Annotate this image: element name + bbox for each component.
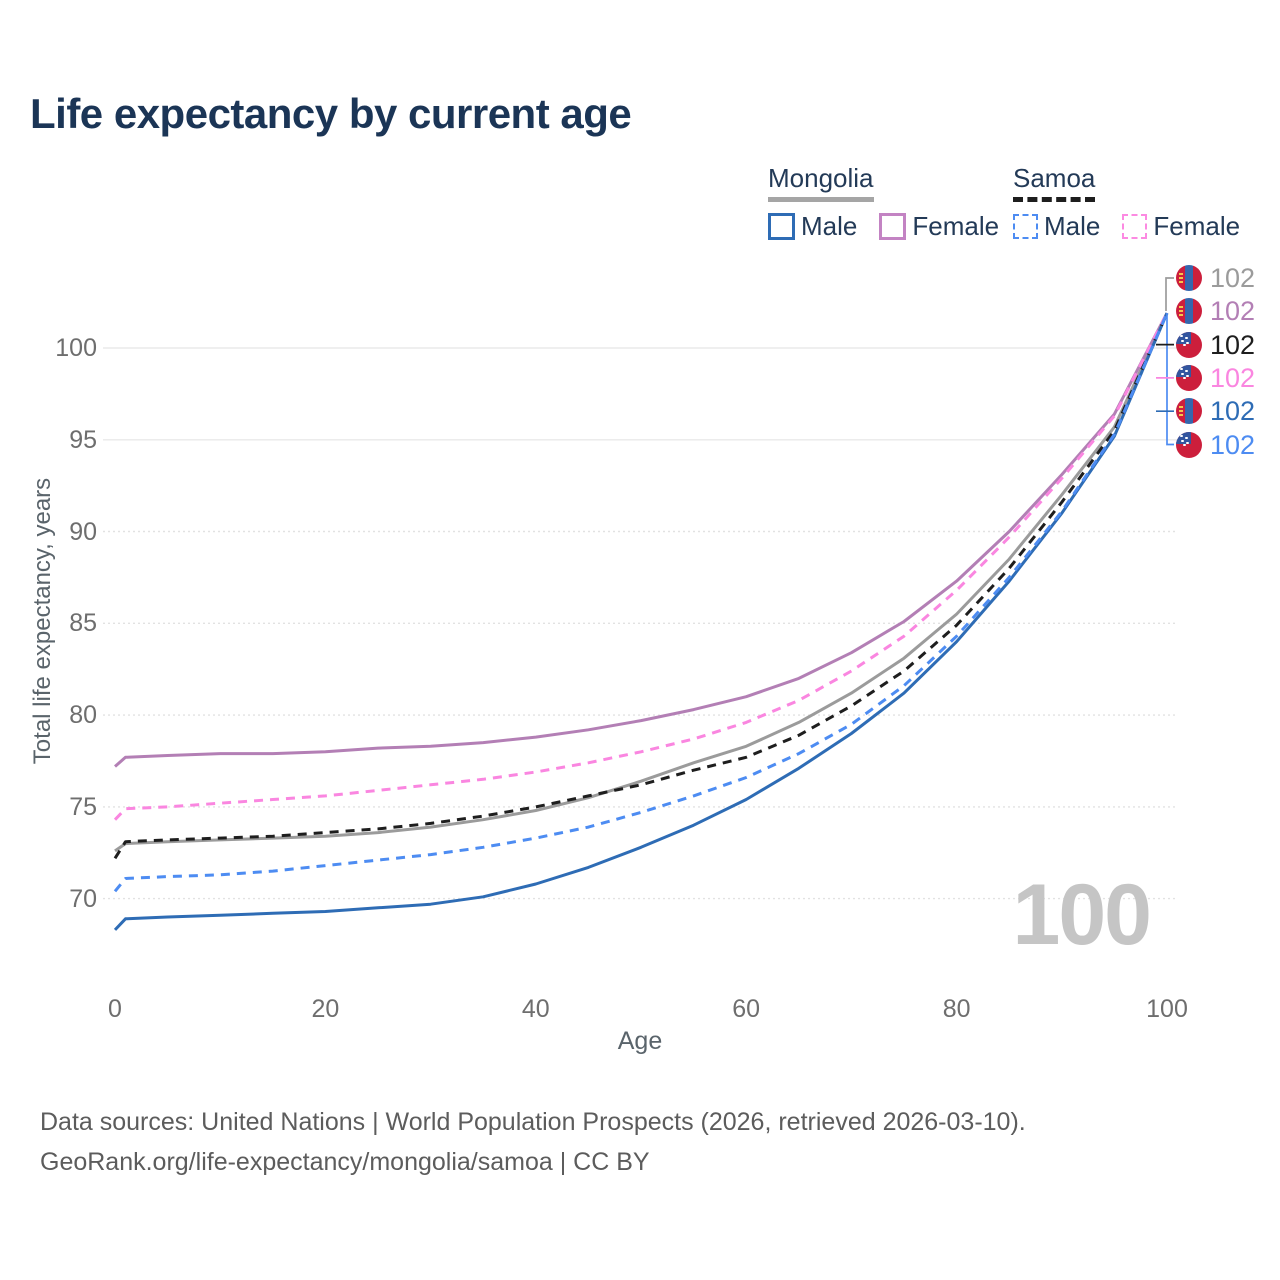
end-label-mongolia-female: 102 xyxy=(1176,297,1255,325)
end-label-samoa-male: 102 xyxy=(1176,431,1255,459)
mongolia-male-swatch-icon xyxy=(768,213,795,240)
legend-group-samoa: Samoa Male Female xyxy=(1013,163,1262,242)
series-line-samoa-female xyxy=(113,312,1169,821)
samoa-flag-icon xyxy=(1176,364,1202,391)
x-tick-0: 0 xyxy=(108,995,122,1023)
legend-item-samoa-female[interactable]: Female xyxy=(1122,211,1240,242)
legend-item-samoa-male[interactable]: Male xyxy=(1013,211,1100,242)
series-line-mongolia-male xyxy=(113,312,1169,931)
gridlines xyxy=(103,347,1177,900)
y-tick-100: 100 xyxy=(55,334,97,362)
legend-label-male: Male xyxy=(1044,211,1101,241)
samoa-flag-icon xyxy=(1176,331,1202,358)
x-axis-title: Age xyxy=(617,1027,663,1055)
mongolia-flag-icon xyxy=(1176,265,1202,291)
series-line-mongolia-female xyxy=(114,312,1169,768)
x-tick-80: 80 xyxy=(942,995,971,1023)
mongolia-female-swatch-icon xyxy=(879,213,907,240)
end-label-mongolia-both: 102 xyxy=(1176,264,1255,292)
series-line-samoa-both xyxy=(113,312,1169,860)
end-value-mongolia-both: 102 xyxy=(1210,263,1256,293)
y-tick-85: 85 xyxy=(69,609,97,638)
end-label-samoa-female: 102 xyxy=(1176,364,1255,392)
samoa-female-swatch-icon xyxy=(1122,214,1148,239)
legend-label-male: Male xyxy=(801,211,858,241)
legend-label-female: Female xyxy=(1153,211,1241,241)
end-value-samoa-male: 102 xyxy=(1210,429,1256,460)
x-tick-40: 40 xyxy=(521,995,550,1023)
x-tick-20: 20 xyxy=(311,995,340,1023)
y-tick-70: 70 xyxy=(69,884,97,913)
end-value-mongolia-male: 102 xyxy=(1210,396,1256,427)
mongolia-flag-icon xyxy=(1176,398,1202,425)
series-lines xyxy=(113,312,1169,931)
x-tick-60: 60 xyxy=(732,995,761,1023)
x-tick-100: 100 xyxy=(1146,995,1188,1023)
legend-country-samoa[interactable]: Samoa xyxy=(1013,163,1096,202)
end-label-samoa-both: 102 xyxy=(1176,331,1255,359)
legend-country-mongolia[interactable]: Mongolia xyxy=(768,163,874,202)
page-title: Life expectancy by current age xyxy=(30,90,632,137)
y-tick-80: 80 xyxy=(69,701,97,730)
attribution-text: GeoRank.org/life-expectancy/mongolia/sam… xyxy=(40,1148,650,1176)
series-line-samoa-male xyxy=(113,312,1169,893)
legend-group-mongolia: Mongolia Male Female xyxy=(768,163,1021,242)
y-axis-title: Total life expectancy, years xyxy=(29,477,56,765)
y-tick-95: 95 xyxy=(69,425,97,454)
end-label-mongolia-male: 102 xyxy=(1176,397,1255,425)
end-label-leader-lines xyxy=(1156,277,1174,446)
data-sources-text: Data sources: United Nations | World Pop… xyxy=(40,1108,1026,1136)
end-value-samoa-both: 102 xyxy=(1210,329,1256,360)
end-value-mongolia-female: 102 xyxy=(1210,296,1256,327)
samoa-flag-icon xyxy=(1176,431,1202,458)
current-age-watermark: 100 xyxy=(1012,867,1152,963)
mongolia-flag-icon xyxy=(1176,298,1202,325)
end-value-samoa-female: 102 xyxy=(1210,362,1256,393)
y-tick-75: 75 xyxy=(69,792,97,821)
legend-label-female: Female xyxy=(912,211,1000,241)
legend-item-mongolia-male[interactable]: Male xyxy=(768,211,857,242)
samoa-male-swatch-icon xyxy=(1013,214,1038,239)
y-tick-90: 90 xyxy=(69,517,97,546)
legend-item-mongolia-female[interactable]: Female xyxy=(879,211,999,242)
